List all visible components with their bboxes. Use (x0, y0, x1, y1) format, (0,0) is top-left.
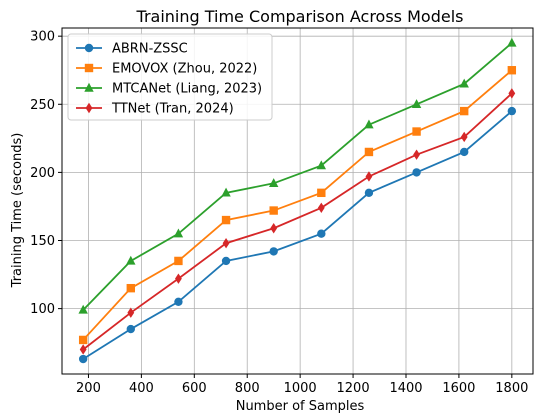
data-point (460, 147, 469, 157)
axis-ticks: 200 400 600 800 1000 1200 1400 1600 1800 100 150 20… (30, 30, 528, 396)
data-point (268, 178, 279, 187)
legend-label: TTNet (Tran, 2024) (111, 102, 234, 117)
data-point (459, 78, 469, 88)
chart-title: Training Time Comparison Across Models (136, 7, 464, 26)
data-point (78, 354, 88, 364)
data-point (173, 228, 184, 238)
data-point (175, 273, 182, 284)
data-point (365, 171, 373, 182)
data-point (269, 247, 278, 256)
y-tick-label: 150 (30, 234, 55, 249)
y-tick-label: 250 (30, 98, 55, 113)
data-point (174, 297, 183, 307)
series-line (82, 92, 513, 351)
data-point (364, 188, 374, 198)
data-point (174, 256, 183, 266)
legend-marker (84, 43, 94, 53)
legend-label: EMOVOX (Zhou, 2022) (112, 62, 257, 77)
data-point (126, 324, 135, 334)
legend-marker (84, 82, 94, 92)
data-point (507, 106, 517, 116)
data-point (78, 304, 88, 314)
x-tick-label: 600 (182, 381, 207, 396)
x-tick-label: 1800 (495, 381, 528, 396)
legend-marker (84, 63, 94, 73)
series-group (78, 37, 517, 364)
legend: ABRN-ZSSC EMOVOX (Zhou, 2022) MTCANet (Lia… (67, 33, 273, 121)
legend-item: TTNet (Tran, 2024) (76, 102, 234, 117)
legend-item: ABRN-ZSSC (76, 42, 188, 57)
data-point (412, 127, 421, 136)
data-point (508, 88, 516, 99)
data-point (317, 188, 326, 198)
data-point (127, 307, 135, 318)
data-point (270, 223, 278, 234)
y-tick-label: 300 (30, 30, 55, 45)
data-point (460, 131, 468, 143)
data-point (317, 202, 325, 214)
x-tick-label: 200 (76, 381, 101, 396)
data-point (78, 335, 88, 345)
x-tick-label: 1400 (389, 381, 422, 396)
y-tick-label: 100 (30, 302, 55, 317)
data-point (221, 187, 231, 197)
data-point (413, 149, 420, 160)
data-point (507, 37, 517, 47)
data-point (221, 256, 231, 266)
x-tick-label: 1200 (337, 381, 370, 396)
series-2 (78, 37, 517, 314)
x-tick-label: 400 (129, 381, 154, 396)
legend-label: MTCANet (Liang, 2023) (112, 82, 262, 97)
x-tick-label: 1000 (284, 381, 317, 396)
plot-frame (61, 27, 534, 375)
series-0 (78, 106, 517, 364)
data-point (222, 238, 230, 249)
series-3 (79, 88, 516, 355)
data-point (507, 66, 517, 75)
y-axis-label: Training Time (seconds) (10, 133, 25, 289)
x-axis-label: Number of Samples (236, 399, 365, 414)
legend-box (67, 33, 273, 121)
x-tick-label: 1600 (442, 381, 475, 396)
data-point (411, 99, 422, 108)
series-line (82, 110, 513, 360)
series-1 (78, 66, 517, 345)
data-point (316, 160, 327, 170)
legend-marker (85, 102, 93, 114)
legend-label: ABRN-ZSSC (112, 42, 188, 57)
data-point (126, 283, 135, 293)
data-point (412, 168, 421, 177)
x-tick-label: 800 (235, 381, 260, 396)
legend-item: MTCANet (Liang, 2023) (76, 82, 262, 97)
data-point (126, 255, 136, 265)
legend-item: EMOVOX (Zhou, 2022) (76, 62, 257, 77)
data-point (79, 344, 87, 355)
data-point (269, 206, 278, 215)
series-line (82, 69, 513, 341)
data-point (460, 106, 469, 116)
series-line (82, 42, 513, 311)
y-tick-label: 200 (30, 166, 55, 181)
data-point (364, 119, 374, 129)
data-point (221, 215, 231, 225)
data-point (364, 147, 374, 157)
data-point (317, 229, 326, 238)
